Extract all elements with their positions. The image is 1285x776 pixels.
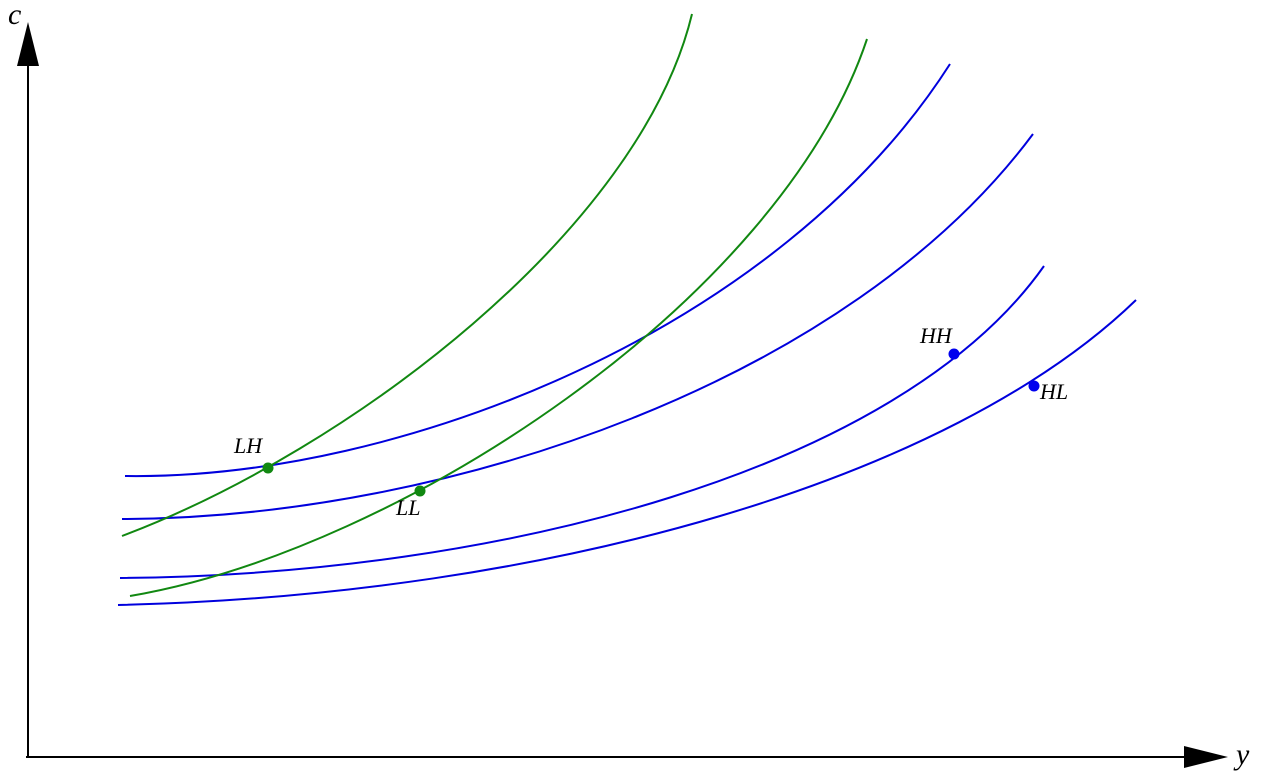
point-label: HH <box>919 323 953 348</box>
curves <box>117 13 1137 606</box>
blue-curve <box>124 63 951 478</box>
point-label: HL <box>1039 379 1068 404</box>
point <box>262 462 274 474</box>
y-axis-label: c <box>8 0 21 31</box>
point-label: LH <box>233 433 263 458</box>
green-curve <box>121 13 693 537</box>
blue-curve <box>119 265 1045 579</box>
y-arrow <box>17 22 39 66</box>
axes: c y <box>8 0 1250 771</box>
point-label: LL <box>395 495 420 520</box>
points: LH LL HH HL <box>233 323 1068 520</box>
blue-curve <box>117 299 1137 606</box>
x-arrow <box>1184 746 1228 768</box>
point <box>414 485 426 497</box>
point <box>948 348 960 360</box>
green-curve <box>129 38 868 597</box>
blue-curve <box>121 133 1034 520</box>
x-axis-label: y <box>1233 738 1250 771</box>
point <box>1028 380 1040 392</box>
